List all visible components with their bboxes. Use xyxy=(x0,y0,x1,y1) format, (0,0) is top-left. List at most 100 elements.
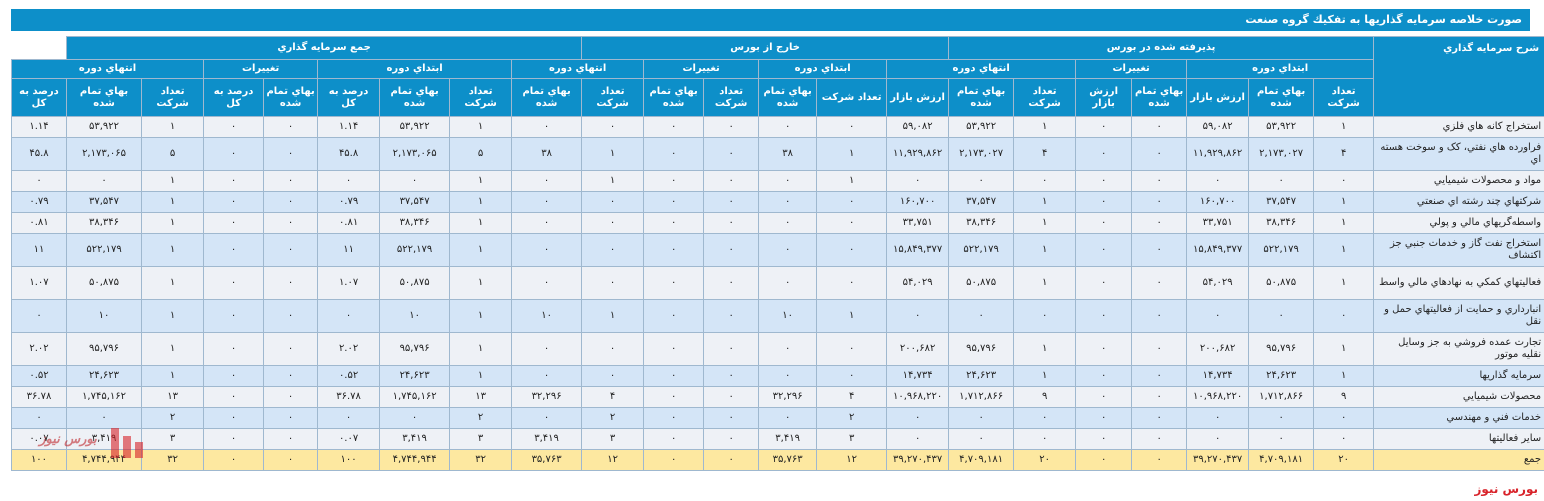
table-cell: ۲,۱۷۳,۰۲۷ xyxy=(948,137,1015,171)
table-cell: ۰ xyxy=(1248,170,1315,192)
table-cell: ۱ xyxy=(449,266,513,300)
header-outside-end: انتهاي دوره xyxy=(511,59,645,79)
table-cell: ۳۷,۵۴۷ xyxy=(65,191,143,213)
table-cell: ۳ xyxy=(141,428,205,450)
table-cell: ۵۰,۸۷۵ xyxy=(65,266,143,300)
table-row: واسطه‌گريهاي مالي و پولي ۱ ۳۸,۳۴۶ ۳۳,۷۵۱ ۰ ۰ ۱… xyxy=(11,212,1544,234)
table-cell: ۰ xyxy=(1248,407,1315,429)
total-cell: ۱۲ xyxy=(816,449,888,471)
table-cell: ۱۱ xyxy=(317,233,381,267)
table-cell: ۲۴,۶۲۳ xyxy=(65,365,143,387)
table-cell: ۱.۰۷ xyxy=(317,266,381,300)
table-cell: ۱ xyxy=(1313,332,1375,366)
table-cell: ۱ xyxy=(141,170,205,192)
total-cell: ۰ xyxy=(203,449,265,471)
table-cell: ۰ xyxy=(1075,137,1133,171)
table-cell: ۰ xyxy=(643,137,705,171)
table-row: مواد و محصولات شيميايي ۰ ۰ ۰ ۰ ۰ ۰ ۰ ۰ ۱ ۰ ۰ ۰ ۱ ۰ ۱ ۰ ۰ ۰… xyxy=(11,170,1544,192)
table-cell: ۰.۵۲ xyxy=(317,365,381,387)
table-cell: ۱ xyxy=(1013,233,1077,267)
table-cell: ۰ xyxy=(816,191,888,213)
table-cell: ۰ xyxy=(263,365,319,387)
table-cell: ۱۳ xyxy=(449,386,513,408)
table-cell: ۰.۰۷ xyxy=(317,428,381,450)
table-cell: ۰ xyxy=(1131,137,1188,171)
header-listed-start: ابتداي دوره xyxy=(1186,59,1375,79)
table-cell: ۲.۰۲ xyxy=(11,332,67,366)
table-cell: ۰ xyxy=(886,428,950,450)
table-cell: ۰ xyxy=(643,266,705,300)
table-cell: ۰ xyxy=(703,386,760,408)
table-cell: ۰ xyxy=(203,233,265,267)
col-header: درصد به كل xyxy=(203,78,265,117)
table-cell: ۰ xyxy=(511,212,583,234)
table-cell: ۰ xyxy=(511,266,583,300)
row-description: سرمايه گذاريها xyxy=(1373,365,1544,387)
table-cell: ۰ xyxy=(65,170,143,192)
table-cell: ۳,۴۱۹ xyxy=(379,428,451,450)
table-cell: ۱ xyxy=(816,137,888,171)
table-cell: ۰ xyxy=(581,191,645,213)
header-outside: خارج از بورس xyxy=(581,36,950,60)
table-cell: ۰ xyxy=(203,407,265,429)
row-description: فراورده هاي نفتي، كک و سوخت هسته اي xyxy=(1373,137,1544,171)
table-cell: ۵۲۲,۱۷۹ xyxy=(65,233,143,267)
table-cell: ۱ xyxy=(449,191,513,213)
table-cell: ۳۲,۲۹۶ xyxy=(758,386,818,408)
table-cell: ۵۳,۹۲۲ xyxy=(948,116,1015,138)
table-cell: ۴ xyxy=(581,386,645,408)
table-cell: ۰ xyxy=(511,407,583,429)
table-cell: ۰ xyxy=(1313,170,1375,192)
total-cell: ۳۲ xyxy=(141,449,205,471)
table-cell: ۳ xyxy=(816,428,888,450)
table-cell: ۰ xyxy=(643,191,705,213)
table-cell: ۰ xyxy=(1013,407,1077,429)
table-cell: ۰ xyxy=(1313,407,1375,429)
table-cell: ۲,۱۷۳,۰۶۵ xyxy=(65,137,143,171)
col-header: بهاي تمام شده xyxy=(948,78,1015,117)
table-cell: ۵ xyxy=(141,137,205,171)
table-cell: ۰ xyxy=(203,266,265,300)
table-cell: ۲ xyxy=(581,407,645,429)
table-cell: ۱ xyxy=(141,266,205,300)
total-cell: ۱۲ xyxy=(581,449,645,471)
table-cell: ۰.۰۷ xyxy=(11,428,67,450)
table-cell: ۴۵.۸ xyxy=(317,137,381,171)
table-cell: ۲۴,۶۲۳ xyxy=(1248,365,1315,387)
total-cell: ۳۲ xyxy=(449,449,513,471)
table-cell: ۱ xyxy=(141,212,205,234)
total-cell: ۰ xyxy=(1131,449,1188,471)
table-cell: ۰ xyxy=(816,212,888,234)
table-cell: ۱۴,۷۳۴ xyxy=(886,365,950,387)
table-cell: ۰ xyxy=(643,170,705,192)
table-cell: ۰ xyxy=(816,116,888,138)
total-cell: ۴,۷۰۹,۱۸۱ xyxy=(1248,449,1315,471)
table-row: سرمايه گذاريها ۱ ۲۴,۶۲۳ ۱۴,۷۳۴ ۰ ۰ ۱ ۲۴,۶۲۳ ۱۴,۷… xyxy=(11,365,1544,387)
table-cell: ۲.۰۲ xyxy=(317,332,381,366)
table-row: استخراج كانه هاي فلزي ۱ ۵۳,۹۲۲ ۵۹,۰۸۲ ۰ ۰ ۱ ۵۳,… xyxy=(11,116,1544,138)
table-cell: ۱ xyxy=(449,332,513,366)
table-cell: ۵۲۲,۱۷۹ xyxy=(1248,233,1315,267)
table-cell: ۰ xyxy=(511,116,583,138)
table-cell: ۱ xyxy=(581,299,645,333)
table-cell: ۰ xyxy=(1013,299,1077,333)
table-cell: ۰ xyxy=(948,299,1015,333)
table-cell: ۱ xyxy=(1313,116,1375,138)
table-cell: ۱.۱۴ xyxy=(317,116,381,138)
total-cell: ۱۰۰ xyxy=(317,449,381,471)
table-cell: ۰ xyxy=(643,299,705,333)
table-cell: ۰ xyxy=(816,365,888,387)
row-description: تجارت عمده فروشي به جز وسايل نقليه موتور xyxy=(1373,332,1544,366)
table-cell: ۱۴,۷۳۴ xyxy=(1186,365,1250,387)
table-cell: ۱ xyxy=(1313,365,1375,387)
col-header: تعداد شركت xyxy=(581,78,645,117)
table-cell: ۰ xyxy=(317,170,381,192)
total-label: جمع xyxy=(1373,449,1544,471)
table-cell: ۰ xyxy=(1075,191,1133,213)
table-cell: ۰ xyxy=(758,266,818,300)
table-cell: ۳۲,۲۹۶ xyxy=(511,386,583,408)
table-cell: ۰ xyxy=(816,233,888,267)
table-cell: ۳۶.۷۸ xyxy=(317,386,381,408)
table-cell: ۱ xyxy=(449,233,513,267)
table-cell: ۳,۴۱۹ xyxy=(511,428,583,450)
